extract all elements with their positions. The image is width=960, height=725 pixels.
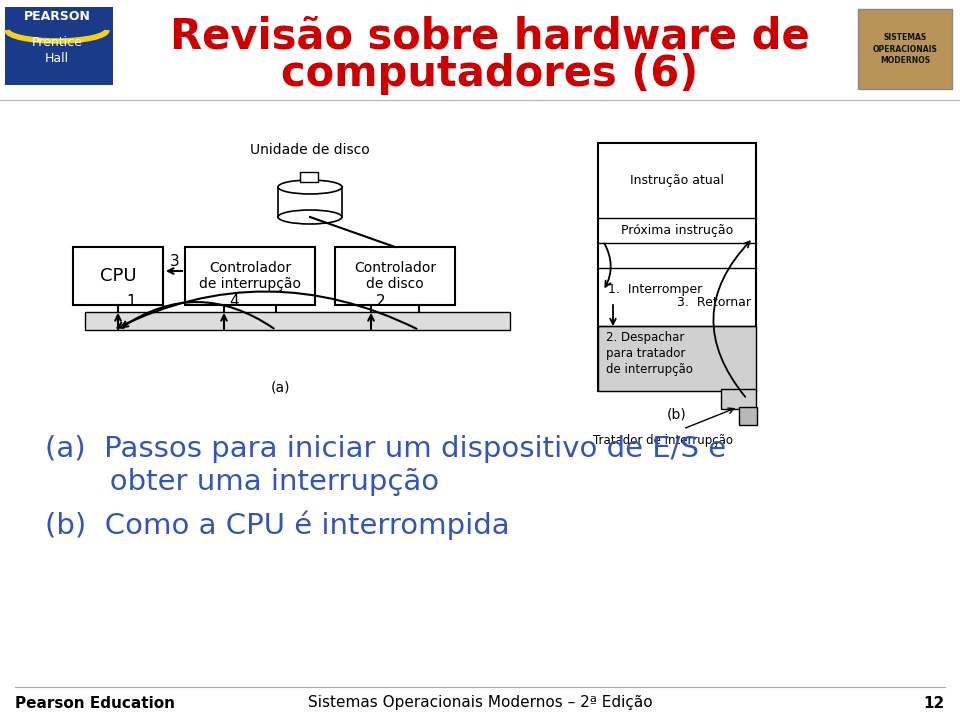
Text: 3.  Retornar: 3. Retornar: [677, 296, 751, 309]
Text: computadores (6): computadores (6): [281, 53, 699, 95]
FancyBboxPatch shape: [721, 389, 756, 409]
FancyBboxPatch shape: [85, 312, 510, 330]
Text: CPU: CPU: [100, 267, 136, 285]
Text: 2. Despachar
para tratador
de interrupção: 2. Despachar para tratador de interrupçã…: [606, 331, 693, 376]
Text: Unidade de disco: Unidade de disco: [251, 143, 370, 157]
Text: 4: 4: [229, 294, 239, 309]
Text: (b): (b): [667, 407, 686, 421]
FancyBboxPatch shape: [598, 326, 756, 391]
Text: Próxima instrução: Próxima instrução: [621, 224, 733, 237]
Text: obter uma interrupção: obter uma interrupção: [45, 468, 439, 496]
FancyBboxPatch shape: [739, 407, 757, 425]
Text: PEARSON: PEARSON: [24, 9, 90, 22]
Text: Pearson Education: Pearson Education: [15, 695, 175, 710]
Text: (a)  Passos para iniciar um dispositivo de E/S e: (a) Passos para iniciar um dispositivo d…: [45, 435, 726, 463]
Text: Controlador
de disco: Controlador de disco: [354, 261, 436, 291]
Text: 2: 2: [376, 294, 386, 309]
Text: Instrução atual: Instrução atual: [630, 174, 724, 187]
Text: Prentice
Hall: Prentice Hall: [32, 36, 83, 65]
Text: Tratador de interrupção: Tratador de interrupção: [593, 434, 733, 447]
Text: SISTEMAS
OPERACIONAIS
MODERNOS: SISTEMAS OPERACIONAIS MODERNOS: [873, 33, 937, 65]
Text: Sistemas Operacionais Modernos – 2ª Edição: Sistemas Operacionais Modernos – 2ª Ediç…: [308, 695, 652, 710]
Text: 1: 1: [126, 294, 135, 309]
FancyBboxPatch shape: [185, 247, 315, 305]
Ellipse shape: [278, 210, 342, 224]
Text: 1.  Interromper: 1. Interromper: [608, 283, 703, 296]
Text: (a): (a): [271, 380, 290, 394]
Text: 12: 12: [924, 695, 945, 710]
FancyBboxPatch shape: [278, 187, 342, 217]
Ellipse shape: [278, 180, 342, 194]
FancyBboxPatch shape: [335, 247, 455, 305]
FancyBboxPatch shape: [5, 7, 113, 85]
FancyBboxPatch shape: [858, 9, 952, 89]
Text: Revisão sobre hardware de: Revisão sobre hardware de: [170, 15, 810, 57]
FancyBboxPatch shape: [598, 143, 756, 391]
Text: Controlador
de interrupção: Controlador de interrupção: [199, 261, 301, 291]
FancyBboxPatch shape: [73, 247, 163, 305]
FancyBboxPatch shape: [300, 172, 318, 182]
Text: 3: 3: [170, 254, 180, 268]
Text: (b)  Como a CPU é interrompida: (b) Como a CPU é interrompida: [45, 510, 510, 539]
